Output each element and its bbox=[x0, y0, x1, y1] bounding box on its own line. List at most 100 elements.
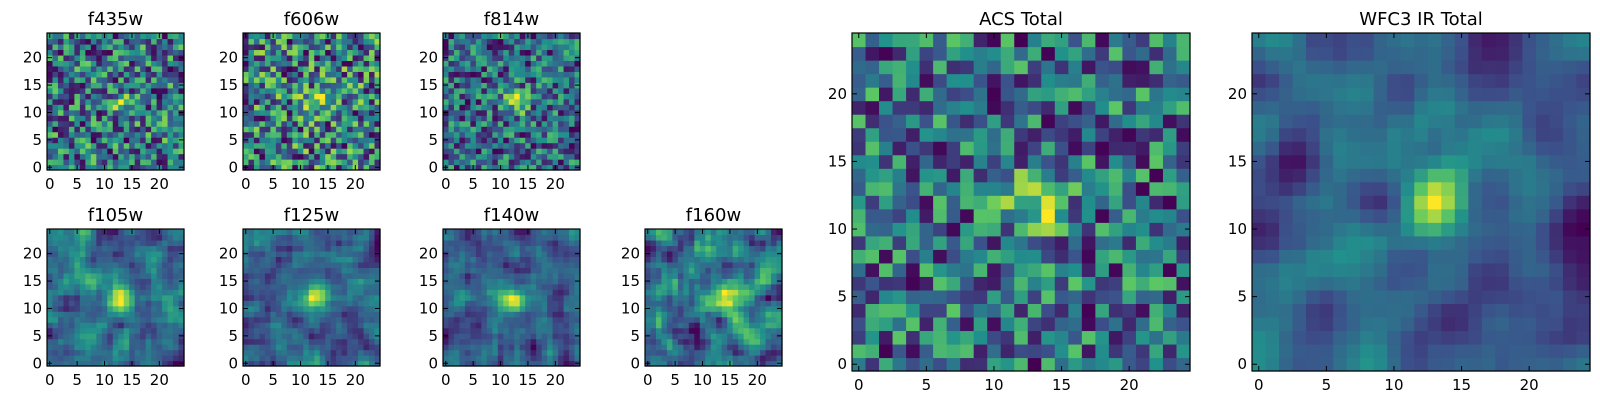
heatmap-cell bbox=[253, 126, 261, 133]
heatmap-cell bbox=[319, 349, 326, 356]
heatmap-cell bbox=[453, 60, 461, 67]
heatmap-cell bbox=[107, 65, 114, 72]
heatmap-cell bbox=[547, 38, 554, 45]
heatmap-cell bbox=[448, 349, 455, 356]
heatmap-cell bbox=[275, 71, 282, 78]
heatmap-cell bbox=[519, 137, 526, 144]
heatmap-cell bbox=[79, 261, 86, 268]
heatmap-cell bbox=[292, 333, 299, 340]
heatmap-cell bbox=[243, 153, 250, 160]
heatmap-cell bbox=[541, 333, 548, 340]
heatmap-cell bbox=[57, 115, 65, 122]
heatmap-cell bbox=[760, 245, 767, 252]
heatmap-cell bbox=[1068, 289, 1083, 304]
heatmap-cell bbox=[270, 115, 277, 122]
heatmap-cell bbox=[145, 272, 152, 279]
heatmap-cell bbox=[503, 272, 510, 279]
heatmap-cell bbox=[503, 239, 510, 247]
heatmap-cell bbox=[705, 234, 712, 241]
heatmap-cell bbox=[347, 142, 354, 149]
heatmap-cell bbox=[96, 261, 103, 268]
heatmap-cell bbox=[134, 33, 141, 40]
heatmap-cell bbox=[547, 355, 554, 362]
heatmap-cell bbox=[74, 245, 81, 252]
heatmap-cell bbox=[453, 87, 461, 94]
heatmap-cell bbox=[297, 65, 304, 72]
heatmap-cell bbox=[162, 104, 169, 111]
heatmap-cell bbox=[672, 355, 679, 362]
heatmap-cell bbox=[336, 289, 343, 296]
heatmap-cell bbox=[57, 109, 65, 116]
heatmap-cell bbox=[519, 76, 526, 83]
heatmap-cell bbox=[688, 311, 695, 318]
heatmap-cell bbox=[123, 82, 130, 89]
heatmap-cell bbox=[330, 60, 337, 67]
heatmap-cell bbox=[352, 120, 359, 127]
heatmap-cell bbox=[286, 109, 293, 116]
heatmap-cell bbox=[541, 43, 548, 51]
heatmap-cell bbox=[738, 305, 745, 312]
heatmap-cell bbox=[178, 338, 185, 345]
heatmap-cell bbox=[879, 168, 894, 183]
heatmap-cell bbox=[107, 115, 114, 122]
heatmap-cell bbox=[68, 54, 75, 61]
heatmap-cell bbox=[645, 267, 652, 274]
heatmap-cell bbox=[112, 49, 119, 56]
heatmap-cell bbox=[167, 344, 174, 351]
heatmap-cell bbox=[286, 322, 293, 329]
heatmap-cell bbox=[771, 300, 778, 307]
heatmap-cell bbox=[1162, 316, 1178, 332]
heatmap-cell bbox=[1000, 249, 1015, 264]
heatmap-cell bbox=[919, 222, 934, 237]
heatmap-cell bbox=[297, 283, 304, 290]
heatmap-cell bbox=[705, 245, 712, 252]
heatmap-cell bbox=[453, 131, 461, 138]
heatmap-cell bbox=[1162, 208, 1178, 223]
heatmap-cell bbox=[134, 267, 141, 274]
heatmap-cell bbox=[358, 283, 365, 290]
heatmap-cell bbox=[173, 87, 180, 94]
heatmap-cell bbox=[178, 87, 185, 94]
heatmap-cell bbox=[492, 137, 499, 144]
heatmap-cell bbox=[101, 272, 108, 279]
heatmap-cell bbox=[688, 239, 695, 247]
heatmap-cell bbox=[151, 239, 158, 247]
heatmap-cell bbox=[369, 76, 376, 83]
heatmap-cell bbox=[486, 38, 493, 45]
heatmap-cell bbox=[475, 43, 482, 51]
heatmap-cell bbox=[319, 261, 326, 268]
heatmap-cell bbox=[547, 49, 554, 56]
heatmap-cell bbox=[765, 316, 772, 323]
heatmap-cell bbox=[547, 76, 554, 83]
heatmap-cell bbox=[281, 300, 288, 307]
y-tick-label: 5 bbox=[228, 327, 238, 345]
heatmap-cell bbox=[303, 338, 310, 345]
heatmap-cell bbox=[865, 168, 880, 183]
heatmap-cell bbox=[749, 300, 756, 307]
heatmap-cell bbox=[672, 267, 679, 274]
heatmap-cell bbox=[253, 164, 261, 171]
heatmap-cell bbox=[481, 93, 488, 100]
heatmap-cell bbox=[85, 87, 92, 94]
heatmap-cell bbox=[683, 316, 690, 323]
heatmap-cell bbox=[865, 208, 880, 223]
heatmap-cell bbox=[486, 239, 493, 247]
heatmap-cell bbox=[286, 272, 293, 279]
heatmap-cell bbox=[314, 316, 321, 323]
heatmap-cell bbox=[308, 93, 315, 100]
heatmap-cell bbox=[497, 142, 504, 149]
heatmap-cell bbox=[112, 316, 119, 323]
heatmap-cell bbox=[1027, 181, 1042, 196]
heatmap-cell bbox=[173, 338, 180, 345]
heatmap-cell bbox=[530, 137, 537, 144]
y-tick-label: 20 bbox=[23, 49, 42, 67]
heatmap-cell bbox=[459, 300, 466, 307]
heatmap-cell bbox=[129, 49, 136, 56]
heatmap-cell bbox=[151, 120, 158, 127]
heatmap-cell bbox=[1081, 181, 1096, 196]
heatmap-cell bbox=[167, 49, 174, 56]
heatmap-cell bbox=[281, 267, 288, 274]
heatmap-cell bbox=[574, 104, 581, 111]
heatmap-cell bbox=[563, 245, 570, 252]
heatmap-cell bbox=[1054, 208, 1069, 223]
